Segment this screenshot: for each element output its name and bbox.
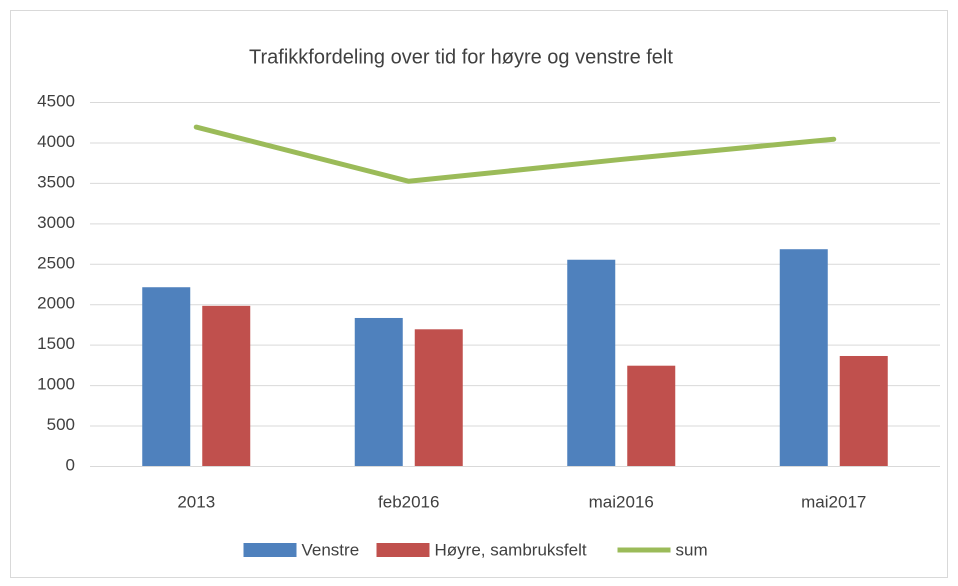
- legend-swatch: [243, 543, 297, 557]
- legend-swatch: [376, 543, 430, 557]
- y-tick-label: 3000: [37, 213, 75, 232]
- y-tick-label: 3500: [37, 172, 75, 191]
- legend-label: sum: [676, 540, 708, 559]
- y-tick-label: 500: [47, 415, 75, 434]
- x-tick-label: feb2016: [378, 492, 439, 511]
- x-tick-label: mai2017: [801, 492, 866, 511]
- bar: [354, 317, 403, 466]
- legend-label: Venstre: [302, 540, 360, 559]
- y-tick-label: 1000: [37, 375, 75, 394]
- y-tick-label: 2500: [37, 253, 75, 272]
- y-tick-label: 2000: [37, 294, 75, 313]
- bar: [202, 305, 251, 466]
- y-tick-label: 1500: [37, 334, 75, 353]
- bar: [567, 259, 616, 466]
- bar: [839, 355, 888, 466]
- bar: [142, 287, 191, 466]
- x-tick-label: mai2016: [589, 492, 654, 511]
- chart-title: Trafikkfordeling over tid for høyre og v…: [249, 46, 673, 68]
- bar: [627, 365, 676, 466]
- y-tick-label: 4500: [37, 91, 75, 110]
- x-tick-label: 2013: [177, 492, 215, 511]
- y-tick-label: 4000: [37, 132, 75, 151]
- y-tick-label: 0: [66, 455, 75, 474]
- bar: [414, 329, 463, 466]
- bar: [779, 249, 828, 466]
- legend-label: Høyre, sambruksfelt: [435, 540, 587, 559]
- line-series: [193, 124, 837, 184]
